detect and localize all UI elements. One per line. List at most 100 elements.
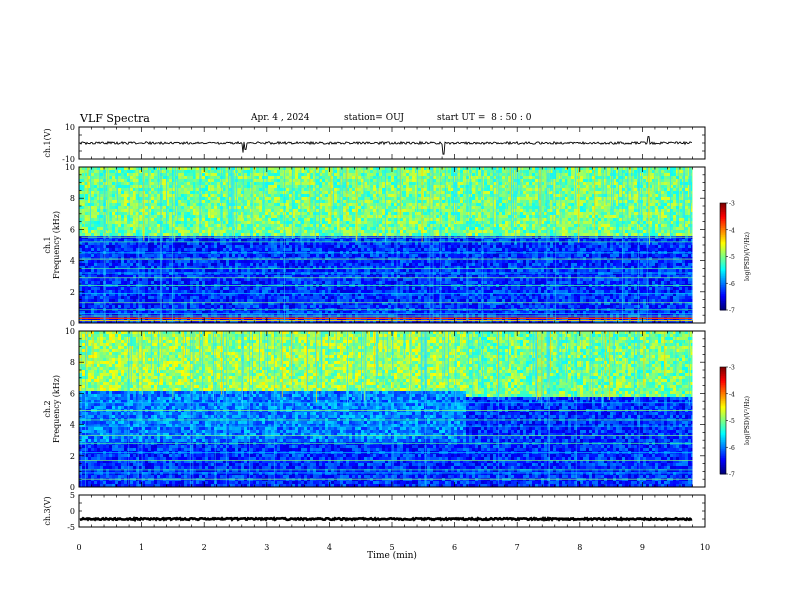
spectrogram-cell: [202, 182, 205, 185]
spectrogram-cell: [250, 320, 253, 323]
spectrogram-cell: [214, 194, 217, 197]
spectrogram-cell: [358, 191, 361, 194]
spectrogram-cell: [82, 176, 85, 179]
spectrogram-cell: [361, 218, 364, 221]
spectrogram-cell: [88, 182, 91, 185]
spectrogram-cell: [262, 245, 265, 248]
spectrogram-cell: [187, 296, 190, 299]
spectrogram-cell: [328, 242, 331, 245]
spectrogram-cell: [151, 197, 154, 200]
spectrogram-cell: [82, 260, 85, 263]
spectrogram-cell: [217, 197, 220, 200]
spectrogram-cell: [232, 272, 235, 275]
spectrogram-cell: [334, 254, 337, 257]
spectrogram-cell: [85, 311, 88, 314]
spectrogram-cell: [79, 221, 82, 224]
spectrogram-cell: [127, 260, 130, 263]
spectrogram-cell: [151, 296, 154, 299]
spectrogram-cell: [304, 200, 307, 203]
spectrogram-cell: [319, 206, 322, 209]
spectrogram-cell: [319, 170, 322, 173]
spectrogram-cell: [202, 248, 205, 251]
spectrogram-cell: [256, 239, 259, 242]
spectrogram-cell: [358, 167, 361, 170]
spectrogram-cell: [226, 185, 229, 188]
spectrogram-cell: [277, 302, 280, 305]
spectrogram-cell: [211, 314, 214, 317]
spectrogram-cell: [310, 200, 313, 203]
spectrogram-cell: [343, 302, 346, 305]
spectrogram-cell: [169, 248, 172, 251]
spectrogram-cell: [337, 197, 340, 200]
spectrogram-cell: [172, 215, 175, 218]
spectrogram-cell: [334, 275, 337, 278]
spectrogram-cell: [211, 182, 214, 185]
spectrogram-cell: [322, 290, 325, 293]
spectrogram-cell: [124, 302, 127, 305]
spectrogram-cell: [310, 233, 313, 236]
spectrogram-cell: [202, 278, 205, 281]
spectrogram-cell: [187, 257, 190, 260]
spectrogram-cell: [205, 296, 208, 299]
spectrogram-cell: [166, 263, 169, 266]
spectrogram-cell: [262, 266, 265, 269]
spectrogram-cell: [211, 242, 214, 245]
spectrogram-cell: [238, 290, 241, 293]
spectrogram-cell: [229, 218, 232, 221]
spectrogram-cell: [190, 173, 193, 176]
spectrogram-cell: [247, 275, 250, 278]
spectrogram-cell: [226, 311, 229, 314]
spectrogram-cell: [82, 302, 85, 305]
spectrogram-cell: [247, 200, 250, 203]
spectrogram-cell: [88, 206, 91, 209]
spectrogram-cell: [286, 269, 289, 272]
spectrogram-cell: [115, 179, 118, 182]
spectrogram-cell: [139, 206, 142, 209]
spectrogram-cell: [178, 209, 181, 212]
spectrogram-cell: [226, 272, 229, 275]
spectrogram-cell: [334, 314, 337, 317]
spectrogram-cell: [280, 188, 283, 191]
spectrogram-cell: [118, 167, 121, 170]
spectrogram-cell: [346, 302, 349, 305]
spectrogram-cell: [256, 215, 259, 218]
spectrogram-cell: [325, 269, 328, 272]
spectrogram-cell: [307, 203, 310, 206]
spectrogram-cell: [151, 194, 154, 197]
spectrogram-cell: [151, 269, 154, 272]
spectrogram-cell: [256, 263, 259, 266]
spectrogram-cell: [244, 173, 247, 176]
spectrogram-cell: [82, 263, 85, 266]
spectrogram-cell: [121, 281, 124, 284]
spectrogram-cell: [178, 314, 181, 317]
spectrogram-cell: [82, 239, 85, 242]
spectrogram-cell: [151, 263, 154, 266]
spectrogram-cell: [325, 233, 328, 236]
spectrogram-cell: [364, 314, 367, 317]
spectrogram-cell: [112, 182, 115, 185]
spectrogram-cell: [274, 230, 277, 233]
spectrogram-cell: [103, 254, 106, 257]
spectrogram-cell: [274, 254, 277, 257]
spectrogram-cell: [328, 212, 331, 215]
spectrogram-cell: [151, 191, 154, 194]
spectrogram-cell: [232, 245, 235, 248]
spectrogram-cell: [127, 239, 130, 242]
spectrogram-cell: [280, 218, 283, 221]
spectrogram-cell: [319, 248, 322, 251]
spectrogram-cell: [88, 191, 91, 194]
spectrogram-cell: [127, 233, 130, 236]
spectrogram-cell: [85, 254, 88, 257]
spectrogram-cell: [322, 257, 325, 260]
spectrogram-cell: [250, 254, 253, 257]
spectrogram-cell: [82, 218, 85, 221]
spectrogram-cell: [115, 302, 118, 305]
spectrogram-cell: [145, 224, 148, 227]
spectrogram-cell: [301, 188, 304, 191]
spectrogram-cell: [103, 185, 106, 188]
spectrogram-cell: [205, 278, 208, 281]
spectrogram-cell: [214, 197, 217, 200]
spectrogram-cell: [262, 290, 265, 293]
spectrogram-cell: [298, 266, 301, 269]
spectrogram-cell: [274, 272, 277, 275]
